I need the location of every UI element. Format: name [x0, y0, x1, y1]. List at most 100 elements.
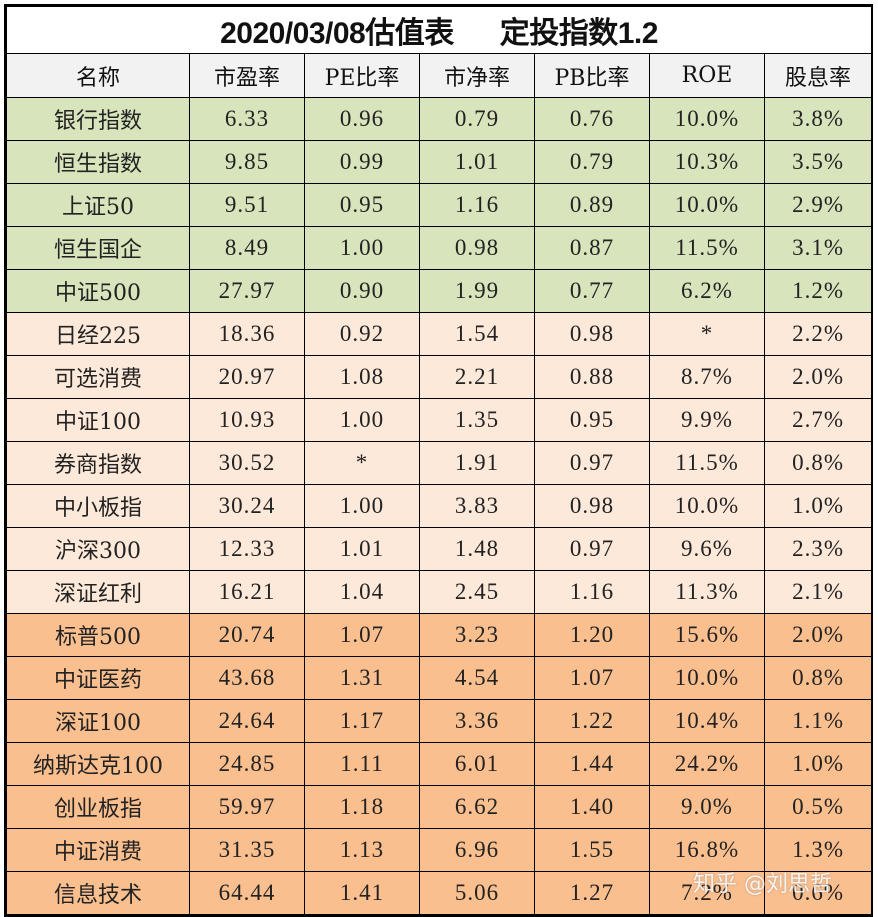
cell-pb: 1.91 — [419, 441, 535, 485]
cell-pb-ratio: 0.98 — [534, 484, 650, 528]
col-header-pe-ratio: PE比率 — [304, 53, 420, 98]
col-header-dividend: 股息率 — [763, 53, 873, 98]
cell-pb: 3.23 — [419, 613, 535, 657]
cell-pe-ratio: 1.13 — [304, 828, 420, 872]
cell-pe: 10.93 — [189, 398, 305, 442]
cell-pe-ratio: 1.00 — [304, 398, 420, 442]
cell-pb: 0.98 — [419, 226, 535, 270]
cell-name: 可选消费 — [6, 355, 190, 399]
cell-pb: 0.79 — [419, 97, 535, 141]
cell-pe-ratio: 1.18 — [304, 785, 420, 829]
cell-pe: 12.33 — [189, 527, 305, 571]
cell-roe: 8.7% — [649, 355, 765, 399]
table-row: 银行指数 6.33 0.96 0.79 0.76 10.0% 3.8% — [6, 97, 873, 141]
cell-pb-ratio: 1.22 — [534, 699, 650, 743]
cell-pe: 8.49 — [189, 226, 305, 270]
cell-pe-ratio: 1.31 — [304, 656, 420, 700]
table-title: 2020/03/08估值表 定投指数1.2 — [5, 6, 873, 54]
cell-pe: 24.85 — [189, 742, 305, 786]
cell-roe: 11.5% — [649, 441, 765, 485]
cell-dividend: 2.3% — [763, 527, 873, 571]
cell-pb-ratio: 0.97 — [534, 527, 650, 571]
cell-roe: 10.0% — [649, 97, 765, 141]
cell-pe: 20.97 — [189, 355, 305, 399]
cell-pe-ratio: 0.99 — [304, 140, 420, 184]
table-row: 创业板指 59.97 1.18 6.62 1.40 9.0% 0.5% — [6, 785, 873, 829]
cell-name: 券商指数 — [6, 441, 190, 485]
cell-pe: 16.21 — [189, 570, 305, 614]
cell-pb-ratio: 1.27 — [534, 871, 650, 915]
cell-pe: 18.36 — [189, 312, 305, 356]
title-version: 定投指数1.2 — [499, 17, 659, 50]
cell-pb-ratio: 1.20 — [534, 613, 650, 657]
table-row: 中小板指 30.24 1.00 3.83 0.98 10.0% 1.0% — [6, 484, 873, 528]
cell-pb: 1.99 — [419, 269, 535, 313]
cell-pb: 1.01 — [419, 140, 535, 184]
cell-pb-ratio: 0.97 — [534, 441, 650, 485]
cell-pe-ratio: * — [304, 441, 420, 485]
cell-pb-ratio: 0.76 — [534, 97, 650, 141]
header-row: 名称 市盈率 PE比率 市净率 PB比率 ROE 股息率 — [6, 53, 873, 98]
cell-dividend: 2.7% — [763, 398, 873, 442]
cell-dividend: 1.1% — [763, 699, 873, 743]
cell-name: 日经225 — [6, 312, 190, 356]
cell-dividend: 3.8% — [763, 97, 873, 141]
table-row: 上证50 9.51 0.95 1.16 0.89 10.0% 2.9% — [6, 183, 873, 227]
cell-roe: 9.0% — [649, 785, 765, 829]
cell-roe: 7.2% — [649, 871, 765, 915]
cell-name: 深证100 — [6, 699, 190, 743]
cell-dividend: 0.8% — [763, 441, 873, 485]
cell-pb: 1.54 — [419, 312, 535, 356]
cell-pe-ratio: 1.11 — [304, 742, 420, 786]
cell-dividend: 3.1% — [763, 226, 873, 270]
cell-roe: 6.2% — [649, 269, 765, 313]
cell-pe-ratio: 1.01 — [304, 527, 420, 571]
cell-pb: 6.01 — [419, 742, 535, 786]
table-body: 银行指数 6.33 0.96 0.79 0.76 10.0% 3.8% 恒生指数 9.85 0.9… — [6, 97, 873, 915]
cell-roe: 11.5% — [649, 226, 765, 270]
table-row: 沪深300 12.33 1.01 1.48 0.97 9.6% 2.3% — [6, 527, 873, 571]
cell-name: 纳斯达克100 — [6, 742, 190, 786]
cell-dividend: 0.6% — [763, 871, 873, 915]
table-row: 中证医药 43.68 1.31 4.54 1.07 10.0% 0.8% — [6, 656, 873, 700]
cell-dividend: 2.1% — [763, 570, 873, 614]
cell-name: 中证100 — [6, 398, 190, 442]
cell-roe: 11.3% — [649, 570, 765, 614]
cell-pb: 3.36 — [419, 699, 535, 743]
cell-name: 沪深300 — [6, 527, 190, 571]
table-row: 信息技术 64.44 1.41 5.06 1.27 7.2% 0.6% — [6, 871, 873, 915]
cell-pe-ratio: 0.92 — [304, 312, 420, 356]
cell-pe-ratio: 1.08 — [304, 355, 420, 399]
cell-name: 上证50 — [6, 183, 190, 227]
cell-dividend: 1.0% — [763, 742, 873, 786]
cell-name: 中证医药 — [6, 656, 190, 700]
cell-pb-ratio: 1.55 — [534, 828, 650, 872]
table-row: 中证消费 31.35 1.13 6.96 1.55 16.8% 1.3% — [6, 828, 873, 872]
cell-dividend: 1.3% — [763, 828, 873, 872]
cell-pe: 9.85 — [189, 140, 305, 184]
table-row: 深证红利 16.21 1.04 2.45 1.16 11.3% 2.1% — [6, 570, 873, 614]
cell-pe-ratio: 1.17 — [304, 699, 420, 743]
table-row: 券商指数 30.52 * 1.91 0.97 11.5% 0.8% — [6, 441, 873, 485]
cell-dividend: 1.2% — [763, 269, 873, 313]
cell-roe: 10.0% — [649, 183, 765, 227]
cell-pb-ratio: 0.87 — [534, 226, 650, 270]
table-row: 日经225 18.36 0.92 1.54 0.98 * 2.2% — [6, 312, 873, 356]
cell-pe-ratio: 1.07 — [304, 613, 420, 657]
cell-name: 深证红利 — [6, 570, 190, 614]
cell-pe: 27.97 — [189, 269, 305, 313]
cell-roe: 10.4% — [649, 699, 765, 743]
table-row: 中证100 10.93 1.00 1.35 0.95 9.9% 2.7% — [6, 398, 873, 442]
table-row: 标普500 20.74 1.07 3.23 1.20 15.6% 2.0% — [6, 613, 873, 657]
cell-pb-ratio: 0.95 — [534, 398, 650, 442]
table-row: 中证500 27.97 0.90 1.99 0.77 6.2% 1.2% — [6, 269, 873, 313]
cell-pb-ratio: 1.07 — [534, 656, 650, 700]
cell-roe: 16.8% — [649, 828, 765, 872]
cell-pb-ratio: 1.44 — [534, 742, 650, 786]
valuation-table-sheet: 2020/03/08估值表 定投指数1.2 名称 市盈率 PE比率 市净率 PB比… — [4, 4, 873, 917]
cell-pe: 9.51 — [189, 183, 305, 227]
cell-pe-ratio: 1.04 — [304, 570, 420, 614]
cell-name: 恒生指数 — [6, 140, 190, 184]
cell-pb: 1.16 — [419, 183, 535, 227]
cell-pe: 20.74 — [189, 613, 305, 657]
